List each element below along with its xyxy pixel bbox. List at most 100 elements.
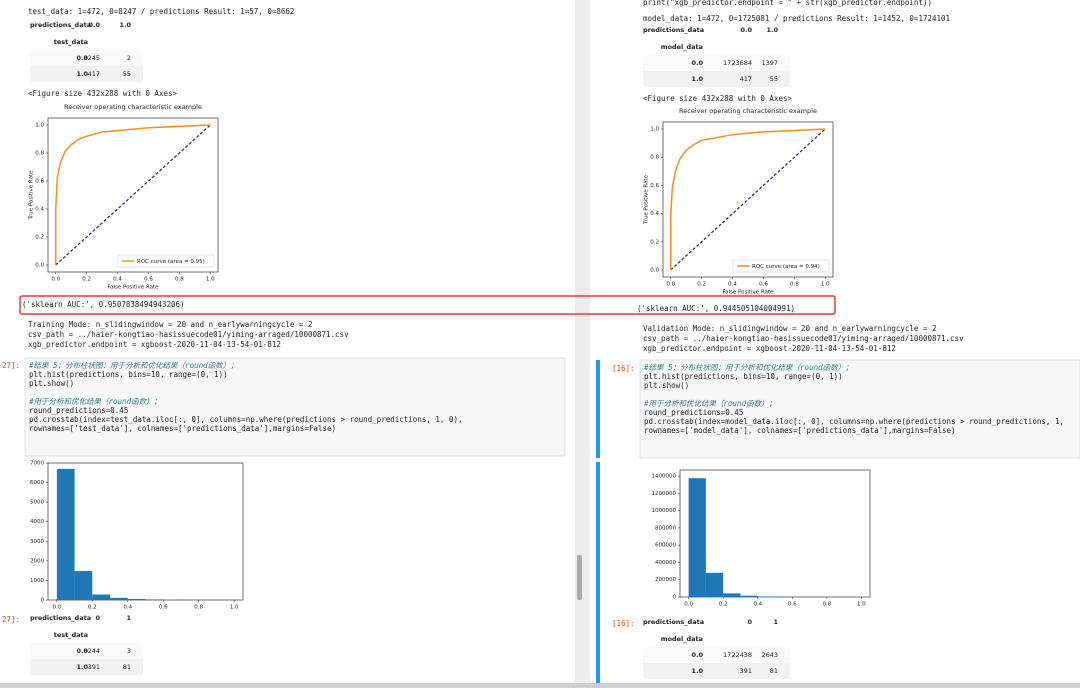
code-line: plt.hist(predictions, bins=10, range=(0,… xyxy=(29,370,228,379)
histogram-bar xyxy=(688,478,706,597)
code-cell[interactable] xyxy=(24,357,566,457)
y-tick-label: 0.6 xyxy=(650,183,659,189)
x-tick-label: 0.2 xyxy=(719,602,728,608)
y-tick-label: 0.8 xyxy=(650,155,659,161)
code-line: #结果 5：分布柱状图：用于分析和优化结果（round函数）； xyxy=(28,361,238,370)
table-row xyxy=(30,659,143,675)
table-cell: 55 xyxy=(123,70,131,78)
bottom-bar xyxy=(0,683,1080,688)
code-line: plt.show() xyxy=(29,379,74,388)
table-columns-label: predictions_data xyxy=(30,614,91,622)
table-column-header: 0.0 xyxy=(88,21,100,29)
auc-output: ('sklearn AUC:', 0.944505104004991) xyxy=(637,304,795,313)
x-tick-label: 0.6 xyxy=(144,277,153,283)
x-tick-label: 0.6 xyxy=(159,605,168,611)
code-line: rownames=['test_data'], colnames=['predi… xyxy=(29,424,336,433)
output-line: Training Mode: n_slidingwindow = 20 and … xyxy=(28,320,312,329)
table-index-label: model_data xyxy=(661,43,703,51)
table-columns-label: predictions_data xyxy=(30,21,91,29)
table-row xyxy=(643,71,790,87)
y-tick-label: 200000 xyxy=(655,577,676,583)
x-tick-label: 1.0 xyxy=(821,282,830,288)
output-line: csv_path = ../haier-kongtiao-hasissuecod… xyxy=(28,330,349,339)
x-tick-label: 1.0 xyxy=(206,277,215,283)
x-tick-label: 1.0 xyxy=(857,602,866,608)
code-line: pd.crosstab(index=model_data.iloc[:, 0],… xyxy=(644,417,1064,426)
histogram-bar xyxy=(110,597,128,600)
x-tick-label: 0.6 xyxy=(759,282,768,288)
cell-prompt: [16]: xyxy=(612,364,635,373)
histogram-bar xyxy=(56,468,75,600)
scrollbar-thumb[interactable] xyxy=(577,555,582,600)
table-row xyxy=(30,66,143,82)
output-line: csv_path = ../haier-kongtiao-hasissuecod… xyxy=(643,334,964,343)
y-tick-label: 1400000 xyxy=(652,474,677,480)
table-index-label: test_data xyxy=(54,631,88,639)
output-line: <Figure size 432x288 with 0 Axes> xyxy=(643,94,792,103)
code-line: #用于分析和优化结果（round函数）； xyxy=(643,399,776,408)
x-tick-label: 0.4 xyxy=(728,282,737,288)
table-row-index: 0.0 xyxy=(76,54,88,62)
output-line: <Figure size 432x288 with 0 Axes> xyxy=(28,89,177,98)
x-tick-label: 0.2 xyxy=(82,277,91,283)
table-cell: 417 xyxy=(740,75,752,83)
y-tick-label: 1.0 xyxy=(35,123,44,129)
y-tick-label: 0.8 xyxy=(35,151,44,157)
y-tick-label: 6000 xyxy=(30,480,44,486)
x-tick-label: 0.0 xyxy=(666,282,675,288)
cell-prompt: 27]: xyxy=(2,361,20,370)
roc-curve xyxy=(669,128,826,270)
table-row-index: 0.0 xyxy=(691,651,703,659)
histogram-bar xyxy=(740,595,758,597)
cell-marker xyxy=(596,360,600,458)
x-tick-label: 0.6 xyxy=(788,602,797,608)
legend-label: ROC curve (area = 0.94) xyxy=(752,264,820,270)
x-tick-label: 0.8 xyxy=(822,602,831,608)
auc-output: ('sklearn AUC:', 0.9507838494943206) xyxy=(22,300,185,309)
code-line: plt.hist(predictions, bins=10, range=(0,… xyxy=(644,372,843,381)
x-tick-label: 0.0 xyxy=(51,277,60,283)
table-row-index: 1.0 xyxy=(691,75,703,83)
table-cell: 3 xyxy=(127,647,131,655)
y-tick-label: 0 xyxy=(673,595,677,601)
code-line: #用于分析和优化结果（round函数）； xyxy=(28,397,161,406)
table-cell: 2643 xyxy=(761,651,778,659)
x-tick-label: 0.4 xyxy=(753,602,762,608)
code-line: plt.show() xyxy=(644,381,689,390)
y-tick-label: 0.4 xyxy=(35,207,44,213)
table-column-header: 1 xyxy=(126,614,131,622)
y-axis-label: True Positive Rate xyxy=(29,170,35,221)
histogram-bar xyxy=(92,594,111,600)
table-row xyxy=(30,50,143,66)
plot-frame xyxy=(662,121,834,278)
y-axis-label: True Positive Rate xyxy=(644,174,650,225)
legend-label: ROC curve (area = 0.95) xyxy=(137,259,205,265)
x-tick-label: 0.4 xyxy=(113,277,122,283)
cell-prompt: 27]: xyxy=(2,615,20,624)
histogram-bar xyxy=(705,572,724,597)
y-tick-label: 5000 xyxy=(30,500,44,506)
plot-frame xyxy=(47,117,219,273)
highlight-box xyxy=(19,295,836,315)
table-cell: 2 xyxy=(127,54,131,62)
code-line: round_predictions=0.45 xyxy=(29,406,128,415)
table-column-header: 0.0 xyxy=(740,26,752,34)
table-row-index: 1.0 xyxy=(76,663,88,671)
table-columns-label: predictions_data xyxy=(643,618,704,626)
y-tick-label: 4000 xyxy=(30,519,44,525)
legend-box xyxy=(117,254,215,268)
cell-prompt: [16]: xyxy=(612,619,635,628)
table-row xyxy=(643,663,790,679)
code-line: rownames=['model_data'], colnames=['pred… xyxy=(644,426,956,435)
histogram-bar xyxy=(127,598,146,600)
histogram-bar xyxy=(74,571,93,600)
y-tick-label: 1200000 xyxy=(652,491,677,497)
y-tick-label: 0.0 xyxy=(650,267,659,273)
y-tick-label: 0.4 xyxy=(650,211,659,217)
x-tick-label: 0.0 xyxy=(684,602,693,608)
table-row-index: 1.0 xyxy=(76,70,88,78)
code-line: pd.crosstab(index=test_data.iloc[:, 0], … xyxy=(29,415,462,424)
x-tick-label: 0.8 xyxy=(194,605,203,611)
code-cell[interactable] xyxy=(639,359,1080,459)
